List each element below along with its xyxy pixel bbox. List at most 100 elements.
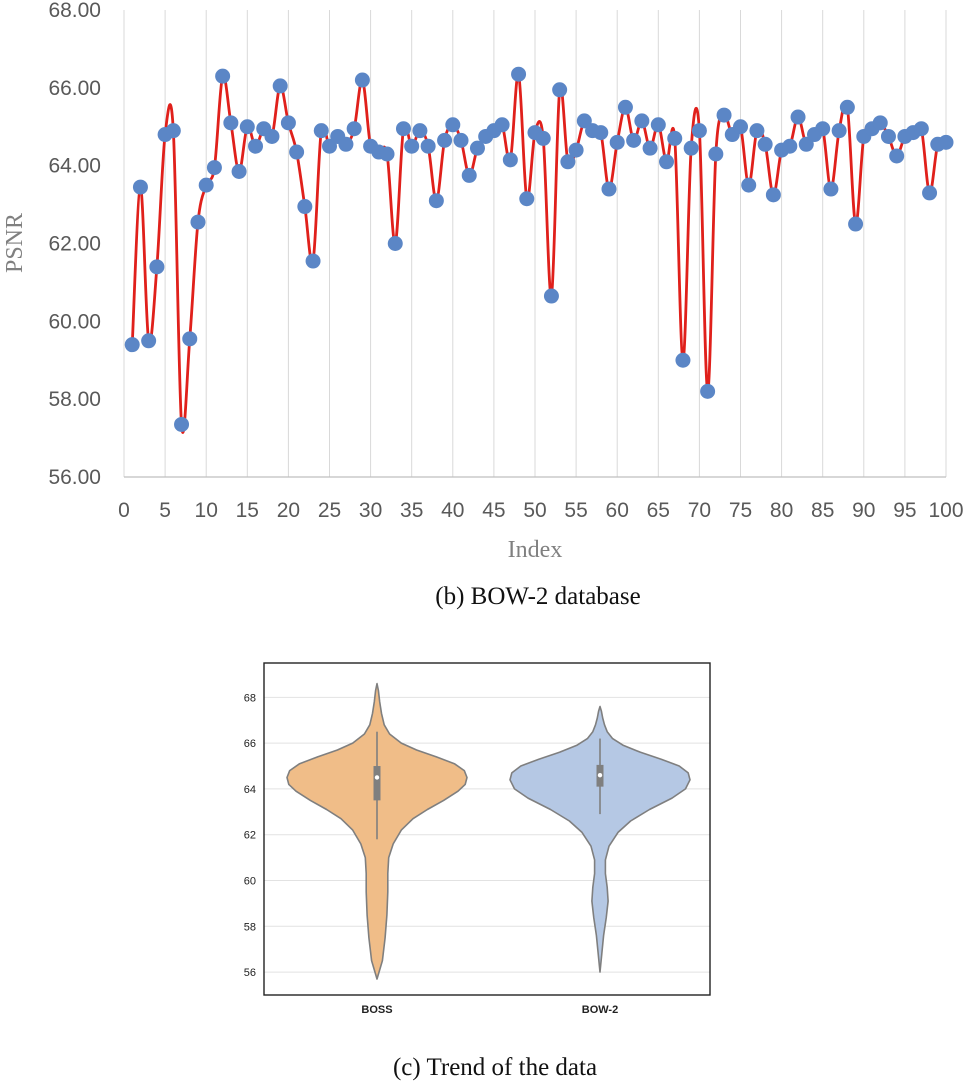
y-tick-labels: 56.00 58.00 60.00 62.00 64.00 66.00 68.00 (48, 0, 101, 489)
data-point (889, 148, 905, 164)
violin-x-tick-label: BOW-2 (582, 1004, 618, 1016)
data-point (601, 181, 617, 197)
data-point (461, 167, 477, 183)
data-point (634, 113, 650, 129)
data-point (354, 72, 370, 88)
data-point (552, 82, 568, 98)
data-point (248, 138, 264, 154)
data-point (535, 130, 551, 146)
horizontal-gridlines (264, 696, 710, 973)
data-point (733, 119, 748, 135)
violin-y-tick-label: 66 (244, 738, 256, 750)
data-point (831, 123, 847, 139)
data-point (626, 132, 642, 148)
x-tick-label: 85 (811, 499, 834, 522)
y-tick-label: 60.00 (48, 310, 101, 333)
data-point (395, 121, 411, 137)
psnr-series-markers (124, 66, 954, 432)
psnr-line-chart: 56.00 58.00 60.00 62.00 64.00 66.00 68.00 0 5 10… (2, 0, 964, 610)
x-tick-label: 90 (852, 499, 875, 522)
data-point (239, 119, 255, 135)
y-tick-label: 56.00 (48, 466, 101, 489)
data-point (560, 154, 576, 170)
violin-chart: 56 58 60 62 64 66 68 BOSS BOW-2 (c) Trend of th… (244, 662, 711, 1081)
x-axis-label: Index (508, 537, 563, 563)
data-point (231, 164, 247, 180)
data-point (880, 128, 896, 144)
data-point (511, 66, 527, 82)
top-chart-caption: (b) BOW-2 database (435, 583, 640, 610)
data-point (700, 383, 716, 399)
data-point (938, 134, 954, 150)
data-point (716, 107, 732, 123)
x-tick-label: 100 (928, 499, 963, 522)
data-point (215, 68, 231, 84)
data-point (412, 123, 428, 139)
data-point (749, 123, 765, 139)
data-point (223, 115, 239, 131)
violin-median (597, 772, 603, 778)
x-tick-labels: 0 5 10 15 20 25 30 35 40 45 50 55 60 65 70 75 80 85 90 95 10… (118, 499, 963, 522)
x-tick-label: 35 (400, 499, 423, 522)
violin-y-tick-label: 64 (244, 784, 256, 796)
x-tick-label: 75 (729, 499, 752, 522)
data-point (124, 337, 140, 353)
x-tick-label: 40 (441, 499, 464, 522)
violin-chart-caption: (c) Trend of the data (393, 1054, 597, 1081)
data-point (346, 121, 362, 137)
data-point (453, 132, 469, 148)
data-point (568, 142, 584, 158)
data-point (420, 138, 436, 154)
x-tick-label: 45 (482, 499, 505, 522)
violin-x-tick-labels: BOSS BOW-2 (361, 1004, 618, 1016)
data-point (264, 128, 280, 144)
data-point (297, 199, 313, 215)
data-point (683, 140, 699, 156)
data-point (765, 187, 781, 203)
violin-x-tick-label: BOSS (361, 1004, 392, 1016)
violin-y-tick-label: 68 (244, 692, 256, 704)
x-tick-label: 15 (236, 499, 259, 522)
data-point (757, 136, 773, 152)
violin-y-tick-label: 58 (244, 921, 256, 933)
data-point (913, 121, 929, 137)
y-tick-label: 58.00 (48, 388, 101, 411)
data-point (190, 214, 206, 230)
data-point (782, 138, 798, 154)
data-point (165, 123, 181, 139)
data-point (198, 177, 214, 193)
data-point (305, 253, 321, 269)
data-point (387, 236, 403, 251)
data-point (338, 136, 354, 152)
data-point (182, 331, 198, 347)
data-point (790, 109, 806, 125)
data-point (404, 138, 420, 154)
y-tick-label: 62.00 (48, 233, 101, 256)
data-point (823, 181, 839, 197)
violin-y-tick-label: 56 (244, 967, 256, 979)
x-tick-label: 60 (606, 499, 629, 522)
data-point (815, 121, 831, 137)
data-point (141, 333, 157, 349)
data-point (675, 352, 691, 368)
data-point (839, 99, 855, 115)
data-point (313, 123, 329, 139)
data-point (922, 185, 938, 201)
data-point (642, 140, 658, 156)
plot-frame (263, 662, 711, 996)
data-point (617, 99, 633, 115)
violin-median (374, 775, 380, 780)
x-tick-label: 50 (523, 499, 546, 522)
data-point (502, 152, 518, 168)
y-tick-label: 64.00 (48, 155, 101, 178)
data-point (206, 160, 222, 176)
data-point (494, 117, 510, 133)
data-point (848, 216, 864, 232)
x-tick-label: 25 (318, 499, 341, 522)
violin-bow-2-body (509, 705, 691, 973)
y-axis-label: PSNR (2, 213, 28, 273)
data-point (437, 132, 453, 148)
data-point (872, 115, 888, 131)
data-point (667, 130, 683, 146)
data-point (609, 134, 625, 150)
